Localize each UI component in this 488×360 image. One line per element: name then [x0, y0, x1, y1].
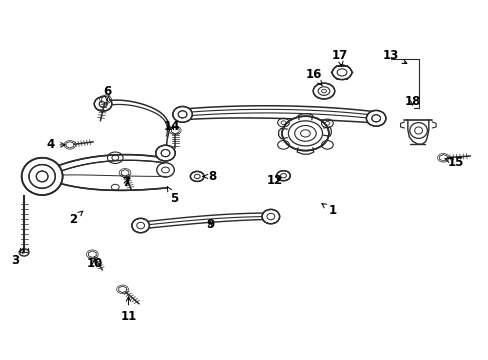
Ellipse shape — [276, 171, 290, 181]
Text: 11: 11 — [120, 297, 136, 324]
Ellipse shape — [190, 171, 203, 181]
Ellipse shape — [313, 83, 334, 99]
Text: 18: 18 — [404, 95, 420, 108]
Text: 2: 2 — [69, 211, 82, 226]
Ellipse shape — [156, 145, 174, 161]
Text: 1: 1 — [321, 204, 336, 217]
Ellipse shape — [282, 116, 328, 150]
Ellipse shape — [132, 219, 149, 233]
Ellipse shape — [22, 158, 62, 195]
Text: 8: 8 — [202, 170, 216, 183]
Text: 10: 10 — [86, 257, 102, 270]
Polygon shape — [171, 127, 179, 134]
Text: 13: 13 — [382, 49, 406, 63]
Polygon shape — [42, 155, 166, 190]
Polygon shape — [121, 170, 128, 176]
Polygon shape — [119, 286, 126, 293]
Polygon shape — [88, 251, 96, 257]
Polygon shape — [66, 141, 74, 148]
Text: 14: 14 — [164, 121, 180, 134]
Text: 12: 12 — [266, 174, 282, 187]
Text: 3: 3 — [11, 249, 23, 267]
Text: 4: 4 — [46, 138, 65, 151]
Ellipse shape — [366, 111, 385, 126]
Text: 15: 15 — [444, 156, 464, 169]
Ellipse shape — [331, 65, 351, 80]
Polygon shape — [439, 154, 447, 161]
Text: 7: 7 — [122, 176, 130, 189]
Text: 5: 5 — [167, 187, 178, 205]
Text: 16: 16 — [305, 68, 322, 86]
Text: 17: 17 — [331, 49, 347, 66]
Ellipse shape — [262, 210, 279, 224]
Ellipse shape — [95, 97, 111, 111]
Ellipse shape — [173, 107, 191, 122]
Text: 6: 6 — [102, 85, 111, 100]
Polygon shape — [102, 96, 109, 103]
Text: 9: 9 — [206, 218, 214, 231]
